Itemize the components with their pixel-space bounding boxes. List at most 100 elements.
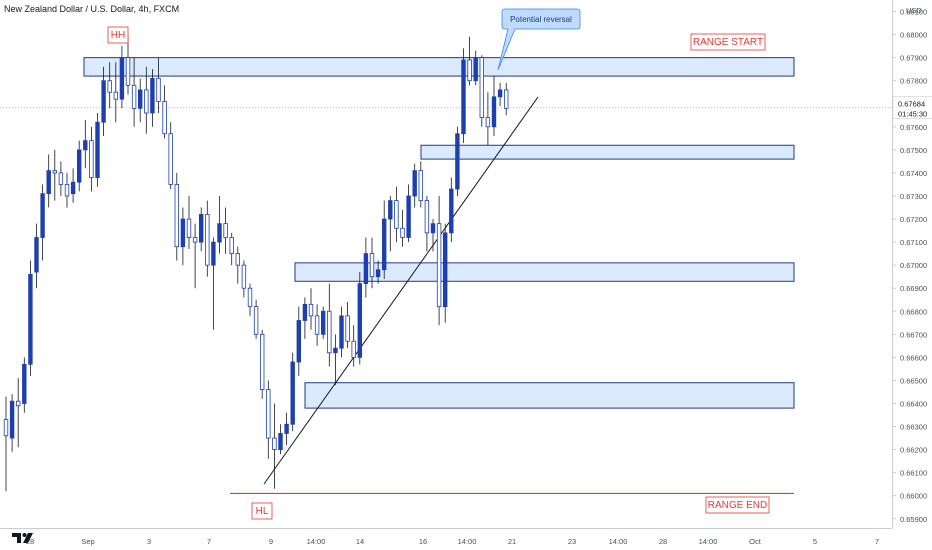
- time-tick-label: 14: [356, 537, 364, 546]
- countdown-label: 01:45:30: [898, 109, 927, 118]
- price-tick-label: 0.68000: [900, 31, 927, 40]
- candle-body: [9, 400, 15, 439]
- candle-body: [363, 253, 369, 284]
- price-tick-label: 0.67100: [900, 238, 927, 247]
- candle-body: [235, 253, 240, 266]
- hl-label: HL: [256, 506, 269, 517]
- time-tick-label: 7: [207, 537, 211, 546]
- candle-body: [290, 361, 295, 425]
- candle-body: [253, 306, 259, 335]
- candle-body: [144, 89, 149, 114]
- price-tick-label: 0.66800: [900, 307, 927, 316]
- chart-title: New Zealand Dollar / U.S. Dollar, 4h, FX…: [4, 4, 180, 14]
- candle-body: [162, 101, 167, 135]
- candle-body: [479, 57, 484, 118]
- candle-body: [34, 237, 39, 273]
- candle-body: [46, 170, 51, 195]
- candle-body: [113, 91, 118, 100]
- price-tick-label: 0.67500: [900, 146, 927, 155]
- range-start-label-box: [690, 33, 766, 51]
- candle-body: [40, 193, 45, 238]
- candle-body: [369, 253, 375, 278]
- candle-body: [223, 223, 228, 238]
- candle-body: [455, 133, 460, 190]
- candle-body: [327, 310, 332, 354]
- price-tick-label: 0.66700: [900, 330, 927, 339]
- hh-label: HH: [111, 30, 125, 41]
- candle-body: [497, 89, 503, 98]
- candle-body: [70, 181, 76, 195]
- time-tick-label: 3: [147, 537, 151, 546]
- candle-body: [180, 218, 186, 248]
- candle-body: [491, 96, 497, 128]
- candle-body: [259, 333, 265, 391]
- range-end-label: RANGE END: [708, 500, 767, 511]
- candle-body: [375, 269, 381, 278]
- candles-layer: [3, 34, 509, 492]
- price-tick-label: 0.67600: [900, 123, 927, 132]
- labels-layer: HH HL RANGE START RANGE END Potential revers…: [107, 8, 770, 520]
- candle-body: [241, 264, 247, 289]
- candle-body: [150, 77, 155, 114]
- price-tick-label: 0.66200: [900, 446, 927, 455]
- candle-body: [345, 315, 350, 342]
- time-tick-label: 14:00: [458, 537, 477, 546]
- candle-body: [107, 80, 112, 93]
- price-tick-label: 0.67900: [900, 54, 927, 63]
- price-tick-label: 0.66400: [900, 399, 927, 408]
- trend-line: [263, 96, 539, 485]
- supply-demand-zone: [304, 382, 795, 409]
- candle-body: [284, 423, 289, 434]
- candle-body: [3, 419, 9, 437]
- candle-body: [333, 347, 338, 354]
- supply-demand-zone: [83, 57, 795, 77]
- time-tick-label: Oct: [749, 537, 762, 546]
- time-tick-label: 16: [419, 537, 427, 546]
- candle-body: [137, 89, 143, 109]
- candle-body: [467, 59, 472, 82]
- candle-body: [205, 214, 210, 266]
- price-tick-label: 0.66500: [900, 376, 927, 385]
- candle-body: [381, 218, 387, 271]
- candle-body: [22, 363, 27, 404]
- tradingview-logo-icon: [12, 533, 33, 543]
- time-tick-label: 28: [659, 537, 667, 546]
- candle-body: [503, 89, 509, 109]
- candle-body: [192, 237, 198, 243]
- candle-body: [357, 283, 362, 358]
- candle-body: [339, 315, 344, 349]
- lines-layer: [0, 96, 892, 495]
- range-start-label: RANGE START: [693, 37, 763, 48]
- time-tick-label: 7: [875, 537, 879, 546]
- candle-body: [64, 184, 70, 197]
- candle-body: [58, 172, 64, 185]
- candle-body: [485, 117, 491, 128]
- price-tick-label: 0.66100: [900, 469, 927, 478]
- last-price-tag: [892, 96, 932, 119]
- time-tick-label: 9: [269, 537, 273, 546]
- candle-body: [406, 195, 411, 238]
- candle-body: [442, 232, 448, 308]
- price-tick-label: 0.68100: [900, 8, 927, 17]
- candle-body: [52, 170, 57, 174]
- candle-body: [211, 241, 216, 266]
- candle-body: [430, 223, 436, 234]
- candle-body: [394, 200, 399, 229]
- candle-body: [351, 340, 356, 358]
- candle-body: [296, 320, 301, 363]
- time-tick-label: 14:00: [307, 537, 326, 546]
- supply-demand-zone: [420, 144, 795, 160]
- candle-body: [15, 400, 21, 407]
- callout-text: Potential reversal: [510, 15, 572, 24]
- time-tick-label: 21: [508, 537, 516, 546]
- candle-body: [95, 121, 100, 178]
- candle-body: [83, 140, 88, 151]
- candle-body: [272, 437, 277, 451]
- price-tick-label: 0.66900: [900, 284, 927, 293]
- candle-body: [28, 273, 33, 365]
- candle-body: [156, 77, 161, 102]
- candle-body: [314, 315, 320, 335]
- time-tick-label: 23: [568, 537, 576, 546]
